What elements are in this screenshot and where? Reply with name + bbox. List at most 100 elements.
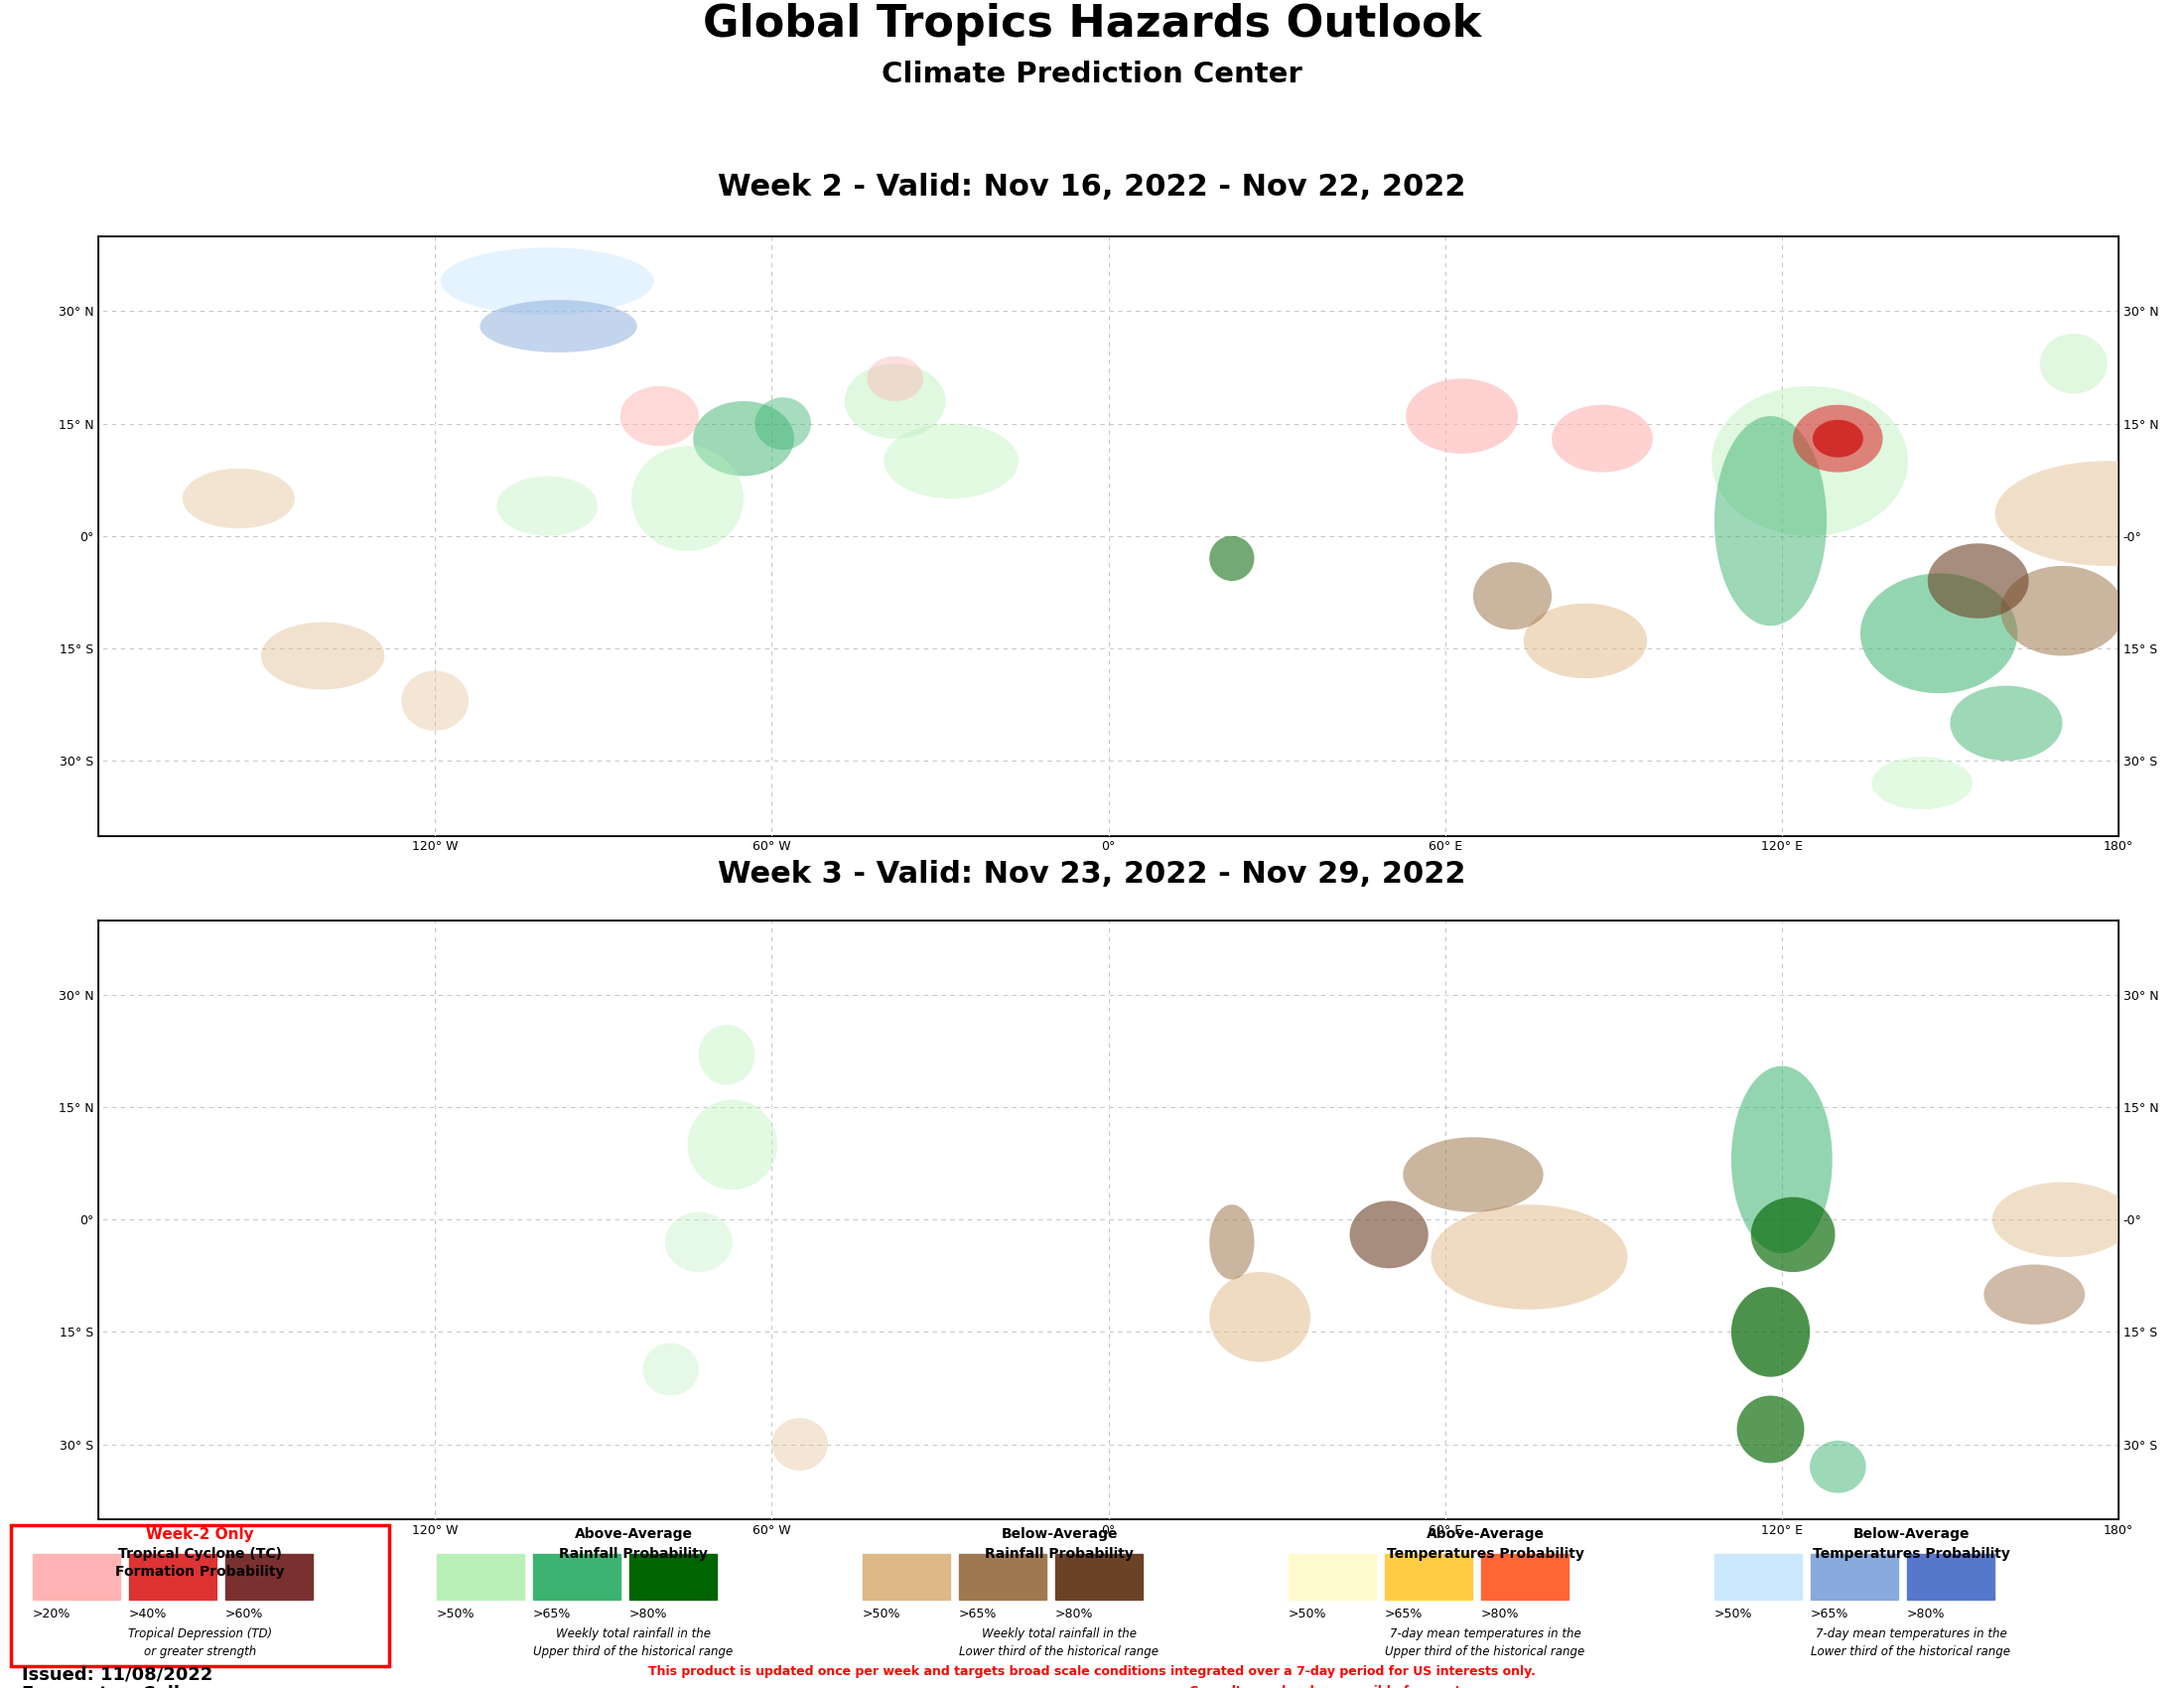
Polygon shape — [620, 387, 699, 446]
Polygon shape — [1712, 387, 1909, 535]
Polygon shape — [845, 363, 946, 439]
Polygon shape — [1793, 405, 1883, 473]
Bar — [1811, 1555, 1898, 1600]
Text: Weekly total rainfall in the: Weekly total rainfall in the — [557, 1627, 710, 1641]
Bar — [1385, 1555, 1472, 1600]
Polygon shape — [1983, 1264, 2086, 1325]
Polygon shape — [631, 446, 743, 550]
Text: Above-Average: Above-Average — [1426, 1526, 1544, 1541]
Polygon shape — [1813, 420, 1863, 457]
Bar — [533, 1555, 620, 1600]
Polygon shape — [1402, 1138, 1544, 1212]
Polygon shape — [1861, 574, 2018, 694]
Text: >80%: >80% — [1481, 1607, 1520, 1620]
Text: >80%: >80% — [629, 1607, 668, 1620]
Text: Issued: 11/08/2022: Issued: 11/08/2022 — [22, 1664, 212, 1683]
Polygon shape — [1551, 405, 1653, 473]
Bar — [1055, 1555, 1142, 1600]
Text: Below-Average: Below-Average — [1000, 1526, 1118, 1541]
Polygon shape — [441, 248, 653, 316]
Polygon shape — [1732, 1067, 1832, 1252]
Text: Upper third of the historical range: Upper third of the historical range — [1385, 1646, 1586, 1658]
Text: or greater strength: or greater strength — [144, 1646, 256, 1658]
Polygon shape — [1210, 1273, 1310, 1362]
Text: Tropical Depression (TD): Tropical Depression (TD) — [129, 1627, 271, 1641]
Text: Rainfall Probability: Rainfall Probability — [559, 1546, 708, 1560]
Bar — [33, 1555, 120, 1600]
Text: Global Tropics Hazards Outlook: Global Tropics Hazards Outlook — [703, 3, 1481, 46]
Text: >50%: >50% — [1714, 1607, 1752, 1620]
Bar — [959, 1555, 1046, 1600]
Polygon shape — [1350, 1200, 1428, 1268]
Bar — [863, 1555, 950, 1600]
Text: Lower third of the historical range: Lower third of the historical range — [1811, 1646, 2011, 1658]
Polygon shape — [1524, 603, 1647, 679]
Polygon shape — [496, 476, 598, 535]
Polygon shape — [666, 1212, 732, 1273]
Text: Climate Prediction Center: Climate Prediction Center — [882, 61, 1302, 88]
Bar — [1289, 1555, 1376, 1600]
Polygon shape — [1406, 378, 1518, 454]
Polygon shape — [1736, 1396, 1804, 1463]
Text: >60%: >60% — [225, 1607, 262, 1620]
Polygon shape — [1210, 537, 1254, 581]
Text: >65%: >65% — [959, 1607, 996, 1620]
Polygon shape — [1811, 1440, 1865, 1492]
Polygon shape — [1732, 1286, 1811, 1377]
Bar — [225, 1555, 312, 1600]
Polygon shape — [2040, 334, 2108, 393]
Text: Below-Average: Below-Average — [1852, 1526, 1970, 1541]
Polygon shape — [1992, 1182, 2118, 1258]
Polygon shape — [1474, 562, 1551, 630]
Text: >80%: >80% — [1907, 1607, 1944, 1620]
Text: >20%: >20% — [33, 1607, 70, 1620]
Bar — [629, 1555, 716, 1600]
Text: Formation Probability: Formation Probability — [116, 1565, 284, 1578]
Polygon shape — [1752, 1197, 1835, 1273]
Polygon shape — [642, 1344, 699, 1396]
Text: >50%: >50% — [1289, 1607, 1328, 1620]
Bar — [1481, 1555, 1568, 1600]
Text: Week 3 - Valid: Nov 23, 2022 - Nov 29, 2022: Week 3 - Valid: Nov 23, 2022 - Nov 29, 2… — [719, 859, 1465, 890]
Text: This product is updated once per week and targets broad scale conditions integra: This product is updated once per week an… — [649, 1664, 1535, 1678]
Text: >50%: >50% — [863, 1607, 900, 1620]
Polygon shape — [756, 397, 810, 449]
Text: Temperatures Probability: Temperatures Probability — [1387, 1546, 1583, 1560]
Text: 7-day mean temperatures in the: 7-day mean temperatures in the — [1389, 1627, 1581, 1641]
Polygon shape — [688, 1101, 778, 1190]
Text: Rainfall Probability: Rainfall Probability — [985, 1546, 1133, 1560]
Text: 7-day mean temperatures in the: 7-day mean temperatures in the — [1815, 1627, 2007, 1641]
Polygon shape — [1928, 544, 2029, 618]
Text: >65%: >65% — [1385, 1607, 1422, 1620]
Polygon shape — [1431, 1205, 1627, 1310]
Text: Temperatures Probability: Temperatures Probability — [1813, 1546, 2009, 1560]
Polygon shape — [867, 356, 924, 402]
Polygon shape — [480, 300, 638, 353]
Text: Forecaster: Collow: Forecaster: Collow — [22, 1685, 207, 1688]
Text: >40%: >40% — [129, 1607, 166, 1620]
Bar — [1714, 1555, 1802, 1600]
Text: Weekly total rainfall in the: Weekly total rainfall in the — [983, 1627, 1136, 1641]
Text: Tropical Cyclone (TC): Tropical Cyclone (TC) — [118, 1546, 282, 1560]
Text: >50%: >50% — [437, 1607, 476, 1620]
Polygon shape — [1994, 461, 2118, 565]
Polygon shape — [692, 402, 795, 476]
Polygon shape — [183, 469, 295, 528]
Polygon shape — [262, 623, 384, 689]
Text: >65%: >65% — [533, 1607, 570, 1620]
Text: >80%: >80% — [1055, 1607, 1092, 1620]
Polygon shape — [2001, 565, 2118, 655]
Bar — [129, 1555, 216, 1600]
Text: >65%: >65% — [1811, 1607, 1848, 1620]
Polygon shape — [402, 670, 470, 731]
Polygon shape — [1872, 756, 1972, 809]
Polygon shape — [1210, 1205, 1254, 1280]
Text: Week-2 Only: Week-2 Only — [146, 1526, 253, 1541]
Text: Above-Average: Above-Average — [574, 1526, 692, 1541]
Text: Lower third of the historical range: Lower third of the historical range — [959, 1646, 1160, 1658]
Polygon shape — [1714, 417, 1826, 626]
Polygon shape — [885, 424, 1018, 498]
Polygon shape — [771, 1418, 828, 1470]
Bar — [1907, 1555, 1994, 1600]
Bar — [437, 1555, 524, 1600]
